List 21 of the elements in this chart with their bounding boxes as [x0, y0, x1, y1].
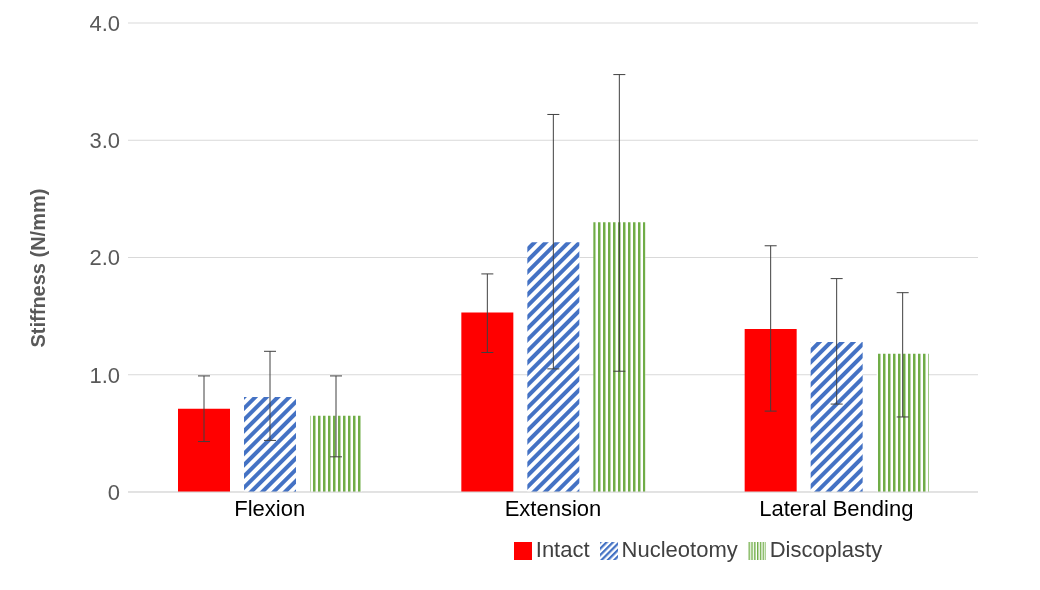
x-tick-label: Extension — [504, 495, 602, 521]
y-axis-title: Stiffness (N/mm) — [27, 188, 50, 348]
x-tick-label: Lateral Bending — [759, 495, 914, 521]
y-tick-label: 0 — [107, 479, 120, 505]
y-tick-label: 2.0 — [89, 245, 120, 271]
bar — [744, 329, 797, 492]
bar — [178, 408, 230, 492]
legend-label: Discoplasty — [769, 537, 883, 562]
bar — [461, 312, 514, 492]
y-tick-label: 1.0 — [89, 362, 120, 388]
y-tick-label: 4.0 — [89, 10, 120, 36]
bar — [876, 353, 929, 492]
bar — [810, 341, 863, 492]
y-tick-label: 3.0 — [89, 128, 120, 154]
bar — [310, 415, 362, 492]
bar — [593, 222, 646, 492]
bar — [527, 242, 580, 492]
legend-label: Intact — [535, 537, 590, 562]
legend-label: Nucleotomy — [621, 537, 738, 562]
x-tick-label: Flexion — [234, 495, 306, 521]
bar — [244, 397, 296, 492]
